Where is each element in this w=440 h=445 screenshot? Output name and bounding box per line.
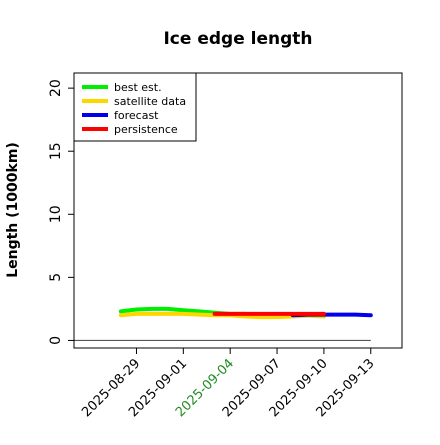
legend-label-0: best est.: [114, 81, 162, 94]
legend-label-2: forecast: [114, 109, 159, 122]
plot-frame: [73, 72, 403, 349]
legend-label-3: persistence: [114, 123, 178, 136]
y-tick-label: 5: [48, 273, 64, 282]
y-tick-label: 15: [48, 142, 64, 160]
legend-label-1: satellite data: [114, 95, 186, 108]
chart-title: Ice edge length: [163, 29, 312, 49]
y-tick-label: 20: [48, 79, 64, 97]
y-tick-label: 0: [48, 336, 64, 345]
y-axis-label: Length (1000km): [5, 142, 21, 278]
y-tick-label: 10: [48, 205, 64, 223]
legend: best est.satellite dataforecastpersisten…: [73, 72, 197, 142]
